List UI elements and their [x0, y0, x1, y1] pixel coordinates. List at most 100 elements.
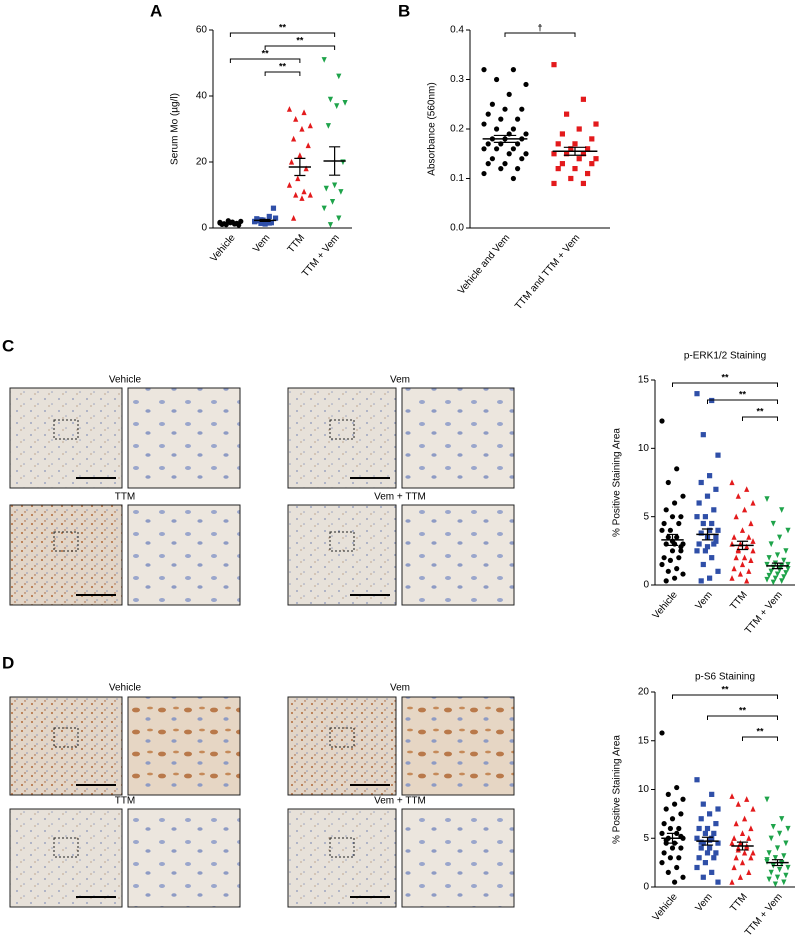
significance-bracket [264, 71, 301, 76]
data-point [672, 879, 678, 885]
data-point [580, 96, 586, 102]
micrograph-zoom [127, 387, 241, 489]
significance-bracket [707, 715, 778, 720]
data-point [698, 816, 704, 822]
sem-bar [329, 146, 341, 176]
data-point [494, 76, 500, 83]
data-point [551, 151, 557, 157]
data-point [515, 116, 521, 122]
x-tick-label: Vehicle [209, 232, 238, 264]
data-point [329, 199, 336, 205]
data-point [678, 514, 684, 520]
data-point [258, 220, 264, 226]
data-point [781, 574, 787, 580]
panel-label: A [150, 1, 162, 20]
y-tick-label: 5 [643, 833, 649, 844]
significance-label: ** [279, 61, 287, 71]
data-point [744, 486, 750, 492]
micrograph-zoom [401, 504, 515, 606]
data-point [707, 811, 713, 817]
data-point [576, 126, 582, 132]
micrograph [287, 808, 397, 908]
x-tick-label: TTM [728, 892, 750, 915]
data-point [293, 191, 299, 198]
data-point [694, 835, 700, 841]
data-point [731, 864, 737, 871]
data-point [515, 141, 521, 147]
data-point [764, 796, 770, 803]
data-point [739, 859, 746, 866]
data-point [585, 146, 591, 152]
y-tick-label: 20 [196, 157, 208, 168]
data-point [729, 575, 735, 581]
sem-bar [701, 528, 714, 541]
data-point [774, 571, 781, 578]
data-point [678, 811, 684, 817]
data-point [523, 131, 529, 137]
sem-bar [224, 222, 236, 224]
data-point [327, 96, 334, 103]
micrograph [287, 387, 397, 489]
data-point [661, 821, 667, 827]
y-axis-label: % Positive Staining Area [612, 735, 623, 844]
data-point [327, 222, 334, 228]
significance-bracket [672, 694, 778, 699]
significance-label: ** [721, 684, 729, 694]
y-tick-label: 40 [196, 91, 208, 102]
y-tick-label: 15 [638, 375, 650, 386]
data-point [523, 81, 529, 88]
significance-label: ** [756, 406, 764, 416]
data-point [665, 869, 671, 875]
sem-bar [736, 540, 749, 551]
sem-bar [666, 533, 679, 546]
data-point [307, 191, 313, 198]
data-point [268, 220, 274, 226]
data-point [291, 135, 297, 142]
data-point [781, 853, 787, 859]
micrograph-zoom [401, 808, 515, 908]
data-point [659, 561, 665, 568]
significance-label: ** [262, 48, 270, 58]
data-point [674, 534, 680, 540]
data-point [510, 146, 516, 152]
chart: 0.0 0.1 0.2 0.3 0.4 Absorbance (560nm) Vehicle… [427, 22, 610, 312]
data-point [709, 555, 715, 561]
data-point [748, 557, 754, 563]
micrograph-zoom [401, 696, 515, 796]
data-point [774, 874, 781, 881]
data-point [564, 111, 570, 117]
data-point [739, 830, 746, 836]
data-point [694, 514, 700, 520]
data-point [698, 578, 704, 584]
data-point [711, 855, 717, 861]
sem-bar [666, 832, 679, 844]
data-point [676, 825, 682, 832]
y-tick-label: 10 [638, 784, 650, 795]
data-point [783, 872, 789, 879]
panel-label: D [2, 653, 14, 672]
data-point [515, 166, 521, 172]
data-point [568, 175, 574, 182]
chart-title: p-ERK1/2 Staining [684, 351, 766, 362]
data-point [665, 534, 671, 540]
data-point [678, 544, 684, 550]
data-point [744, 796, 750, 802]
data-point [523, 151, 529, 157]
data-point [770, 520, 776, 527]
data-point [667, 855, 674, 861]
x-tick-label: TTM [286, 233, 308, 256]
data-point [707, 575, 713, 581]
data-point [779, 507, 785, 513]
data-point [585, 170, 591, 177]
data-point [731, 534, 737, 540]
data-point [593, 121, 599, 127]
micrograph [9, 696, 123, 796]
data-point [737, 570, 743, 577]
significance-label: ** [756, 726, 764, 736]
image-panel-d: Vehicle Vem TTM Vem + TTM [9, 683, 515, 908]
data-point [676, 855, 682, 861]
data-point [700, 561, 706, 568]
y-tick-label: 15 [638, 735, 650, 746]
data-point [667, 825, 674, 832]
data-point [713, 486, 719, 492]
